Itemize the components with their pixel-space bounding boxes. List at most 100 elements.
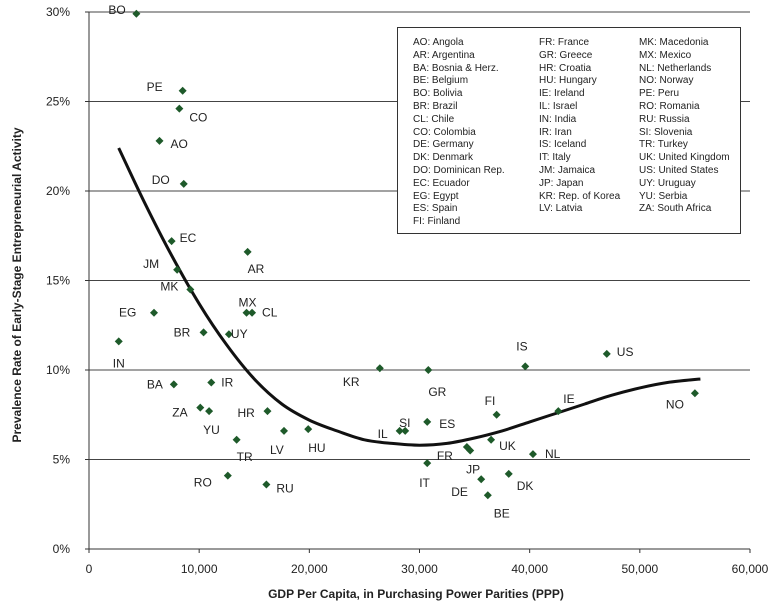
point-label-is: IS	[516, 339, 527, 353]
data-point-tr	[232, 435, 241, 444]
point-label-gr: GR	[428, 385, 446, 399]
data-point-be	[483, 491, 492, 500]
point-label-jp: JP	[466, 463, 480, 477]
legend-entry: BA: Bosnia & Herz.	[413, 62, 499, 74]
data-point-it	[423, 459, 432, 468]
data-point-ec	[167, 237, 176, 246]
point-label-ro: RO	[194, 476, 212, 490]
data-point-es	[423, 417, 432, 426]
data-point-mk	[186, 285, 195, 294]
point-label-uk: UK	[499, 439, 516, 453]
legend-entry: BO: Bolivia	[413, 88, 463, 100]
x-tick-label: 10,000	[181, 562, 218, 576]
y-tick-label: 15%	[46, 274, 70, 288]
point-label-pe: PE	[147, 80, 163, 94]
legend-entry: BR: Brazil	[413, 100, 458, 112]
x-tick-label: 60,000	[732, 562, 769, 576]
legend-entry: NO: Norway	[639, 75, 694, 87]
x-axis-ticks: 0 10,000 20,000 30,000 40,000 50,000 60,000	[86, 549, 769, 576]
data-point-ao	[155, 136, 164, 145]
y-tick-label: 5%	[53, 453, 71, 467]
legend-entry: CL: Chile	[413, 113, 455, 125]
data-point-jm	[173, 265, 182, 274]
legend-column-1: AO: Angola AR: Argentina BA: Bosnia & Herz…	[413, 37, 505, 229]
y-tick-label: 20%	[46, 184, 70, 198]
point-label-ir: IR	[221, 376, 233, 390]
legend-entry: ZA: South Africa	[639, 203, 712, 215]
point-label-yu: YU	[203, 423, 220, 437]
legend-entry: UY: Uruguay	[639, 177, 696, 189]
data-point-jp	[466, 446, 475, 455]
legend-entry: MK: Macedonia	[639, 37, 709, 48]
data-point-gr	[424, 366, 433, 374]
data-point-co	[175, 104, 184, 113]
legend-entry: CO: Colombia	[413, 126, 476, 138]
data-point-fi	[492, 410, 501, 419]
x-axis-label: GDP Per Capita, in Purchasing Power Pari…	[268, 587, 564, 601]
legend-entry: FR: France	[539, 37, 590, 48]
point-label-uy: UY	[231, 327, 248, 341]
legend-column-3: MK: Macedonia MX: Mexico NL: Netherlands NO…	[639, 37, 730, 216]
data-point-de	[477, 475, 486, 484]
x-tick-label: 50,000	[621, 562, 658, 576]
legend-entry: SI: Slovenia	[639, 126, 693, 138]
point-label-fr: FR	[437, 449, 453, 463]
legend-entry: IN: India	[539, 113, 577, 125]
point-label-co: CO	[189, 111, 207, 125]
legend-entry: US: United States	[639, 164, 719, 176]
data-points	[114, 9, 699, 500]
data-point-il	[395, 426, 404, 435]
data-point-lv	[279, 426, 288, 435]
point-label-nl: NL	[545, 447, 561, 461]
y-tick-label: 10%	[46, 363, 70, 377]
data-point-in	[114, 337, 123, 346]
data-point-no	[690, 389, 699, 398]
legend-entry: BE: Belgium	[413, 75, 469, 87]
point-label-dk: DK	[517, 479, 534, 493]
legend-entry: AO: Angola	[413, 37, 464, 48]
data-point-do	[179, 179, 188, 188]
point-label-il: IL	[378, 427, 388, 441]
data-point-is	[521, 362, 530, 371]
data-point-kr	[375, 364, 384, 373]
legend-column-2: FR: France GR: Greece HR: Croatia HU: Hunga…	[539, 37, 620, 216]
data-point-yu	[205, 407, 214, 416]
point-label-hu: HU	[308, 441, 325, 455]
data-point-cl	[248, 308, 257, 317]
legend-entry: PE: Peru	[639, 88, 680, 100]
point-label-ba: BA	[147, 377, 163, 391]
y-axis-ticks: 0% 5% 10% 15% 20% 25% 30%	[46, 5, 89, 556]
legend-entry: UK: United Kingdom	[639, 152, 730, 164]
point-label-bo: BO	[108, 3, 125, 17]
data-point-uk	[487, 435, 496, 444]
legend-entry: YU: Serbia	[639, 190, 688, 202]
legend-entry: EC: Ecuador	[413, 177, 470, 189]
point-label-us: US	[617, 345, 634, 359]
point-label-mk: MK	[160, 279, 178, 293]
point-label-si: SI	[399, 416, 410, 430]
legend-entry: IT: Italy	[539, 152, 571, 164]
legend-entry: EG: Egypt	[413, 190, 459, 202]
point-label-ao: AO	[171, 137, 188, 151]
point-label-cl: CL	[262, 306, 278, 320]
point-label-no: NO	[666, 397, 684, 411]
legend-entry: JM: Jamaica	[539, 164, 596, 176]
legend-entry: IL: Israel	[539, 100, 578, 112]
point-label-be: BE	[494, 506, 510, 520]
x-tick-label: 40,000	[511, 562, 548, 576]
y-axis-label: Prevalence Rate of Early-Stage Entrepren…	[10, 127, 24, 442]
data-point-za	[196, 403, 205, 412]
legend-entry: DO: Dominican Rep.	[413, 164, 505, 176]
legend-box: AO: Angola AR: Argentina BA: Bosnia & Herz…	[397, 27, 741, 234]
data-point-ru	[262, 480, 271, 489]
legend-entry: GR: Greece	[539, 49, 593, 61]
legend-entry: LV: Latvia	[539, 203, 583, 215]
data-point-ro	[223, 471, 232, 480]
point-label-de: DE	[451, 485, 468, 499]
legend-entry: RO: Romania	[639, 100, 700, 112]
x-tick-label: 30,000	[401, 562, 438, 576]
data-point-dk	[504, 469, 513, 478]
x-tick-label: 0	[86, 562, 93, 576]
data-point-ie	[554, 407, 563, 416]
